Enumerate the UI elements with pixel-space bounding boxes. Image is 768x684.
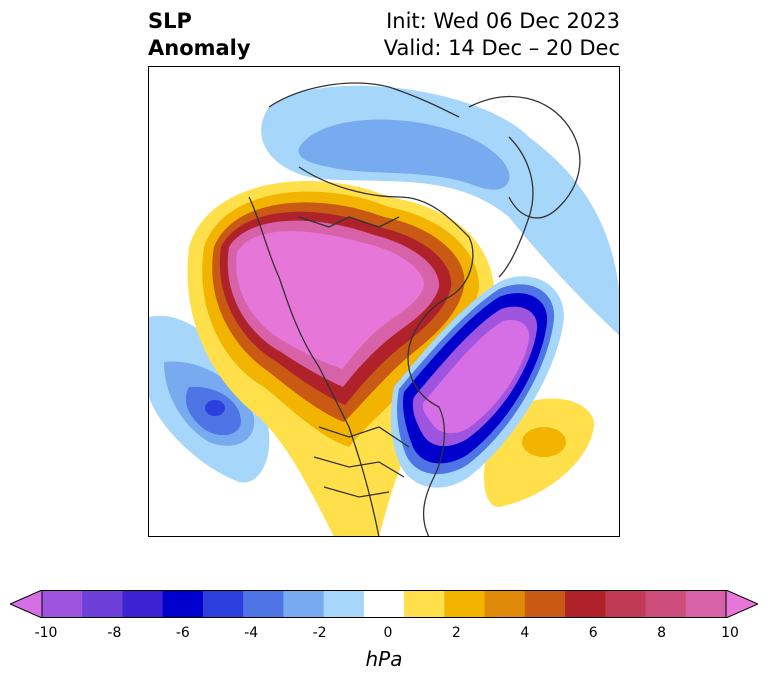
colorbar-tick-label: -4 (244, 625, 259, 641)
colorbar-tick-label: -8 (107, 625, 122, 641)
coastlines (248, 82, 581, 536)
colorbar-tick-label: 2 (451, 625, 461, 641)
init-date: Init: Wed 06 Dec 2023 (386, 9, 620, 33)
colorbar-segment (605, 590, 647, 618)
colorbar-segment (283, 590, 325, 618)
map-title: SLP Anomaly (148, 8, 251, 62)
colorbar-arrow-left (10, 590, 43, 618)
positive-anomaly-atlantic-core (522, 427, 566, 457)
colorbar-segment (444, 590, 486, 618)
negative-anomaly-pacific-center (205, 400, 225, 416)
colorbar-tick-label: 6 (588, 625, 598, 641)
colorbar-tick-label: -6 (175, 625, 190, 641)
colorbar-frame (41, 590, 727, 618)
anomaly-map (148, 66, 620, 537)
colorbar-segment (122, 590, 164, 618)
map-dates: Init: Wed 06 Dec 2023 Valid: 14 Dec – 20… (384, 8, 620, 62)
colorbar-segment (243, 590, 284, 618)
colorbar-segment (323, 590, 365, 618)
title-line-1: SLP (148, 9, 192, 33)
colorbar (10, 590, 758, 618)
colorbar-segment (42, 590, 83, 618)
anomaly-map-svg (149, 82, 619, 536)
colorbar-segment (484, 590, 526, 618)
colorbar-unit-label: hPa (365, 647, 403, 671)
colorbar-segment (404, 590, 445, 618)
colorbar-segment (82, 590, 123, 618)
colorbar-segment (162, 590, 204, 618)
colorbar-segment (524, 590, 566, 618)
colorbar-segment (363, 590, 405, 618)
colorbar-segment (565, 590, 606, 618)
colorbar-segment (685, 590, 727, 618)
colorbar-tick-label: -10 (34, 625, 58, 641)
colorbar-arrow-right (725, 590, 758, 618)
positive-anomaly-magenta (236, 231, 424, 369)
colorbar-tick-label: -2 (312, 625, 327, 641)
colorbar-tick-label: 0 (383, 625, 393, 641)
negative-anomaly-east-center (422, 319, 530, 434)
title-line-2: Anomaly (148, 36, 251, 60)
negative-anomaly-arctic-core (298, 119, 510, 190)
valid-range: Valid: 14 Dec – 20 Dec (383, 36, 620, 60)
colorbar-segment (202, 590, 244, 618)
colorbar-tick-label: 10 (721, 625, 739, 641)
colorbar-segment (645, 590, 687, 618)
colorbar-tick-label: 4 (520, 625, 530, 641)
colorbar-tick-label: 8 (657, 625, 667, 641)
